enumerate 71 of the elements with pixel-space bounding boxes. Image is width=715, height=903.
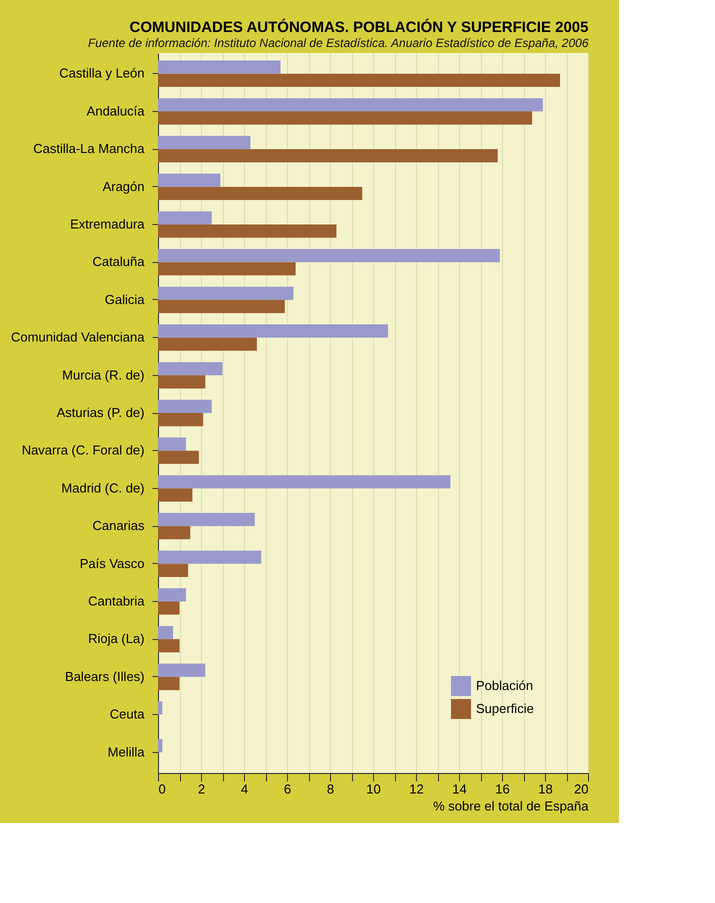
bar (158, 664, 206, 677)
bar (158, 262, 296, 276)
y-tick-label: Extremadura (70, 216, 146, 232)
bar (158, 338, 257, 351)
bar (158, 564, 188, 577)
y-tick-label: Ceuta (110, 706, 146, 722)
y-tick-label: Murcia (R. de) (62, 367, 144, 382)
bar (158, 550, 262, 564)
bar (158, 626, 174, 640)
bar (158, 60, 281, 74)
bar (158, 701, 162, 715)
x-tick-label: 4 (240, 782, 248, 796)
bar (158, 211, 212, 225)
bar (158, 639, 180, 652)
bar (158, 413, 204, 426)
x-axis-title: % sobre el total de España (433, 798, 590, 814)
bar (158, 136, 250, 150)
bar (158, 224, 336, 238)
x-tick-label: 10 (366, 782, 381, 796)
y-tick-label: Cantabria (88, 593, 146, 608)
bar (158, 98, 543, 112)
y-tick-label: Castilla-La Mancha (33, 141, 146, 156)
y-tick-label: Navarra (C. Foral de) (22, 442, 144, 458)
bar (158, 362, 222, 376)
legend-label: Población (476, 678, 534, 693)
chart-title: COMUNIDADES AUTÓNOMAS. POBLACIÓN Y SUPERFICIE 2005 (130, 18, 588, 36)
x-tick-label: 18 (538, 782, 553, 796)
bar (158, 186, 362, 200)
y-tick-label: Galicia (104, 292, 146, 307)
y-tick-label: Madrid (C. de) (61, 480, 144, 496)
y-tick-label: Canarias (92, 518, 145, 534)
y-tick-label: Comunidad Valenciana (11, 330, 146, 345)
y-tick-label: Cataluña (92, 254, 146, 270)
bar (158, 512, 255, 526)
y-tick-label: País Vasco (80, 556, 144, 571)
y-tick-label: Andalucía (86, 103, 146, 118)
bar (158, 475, 450, 488)
chart-subtitle: Fuente de información: Instituto Nacional de Estadística. Anuario Estadístico de España, 2006 (88, 36, 589, 50)
bar (158, 601, 180, 615)
bar (158, 174, 220, 187)
x-tick-label: 2 (198, 782, 206, 796)
y-tick-label: Balears (Illes) (65, 668, 144, 684)
x-tick-label: 8 (326, 782, 334, 796)
bar (158, 588, 186, 602)
x-tick-label: 6 (284, 782, 292, 796)
x-tick-label: 0 (158, 782, 166, 796)
bar (158, 286, 294, 300)
bar (158, 438, 186, 451)
bar (158, 526, 190, 540)
x-tick-label: 14 (452, 782, 467, 796)
y-tick-label: Aragón (102, 178, 144, 194)
bar (158, 74, 560, 87)
bar (158, 400, 212, 413)
y-tick-label: Melilla (108, 744, 146, 760)
bar (158, 111, 532, 125)
legend-label: Superficie (476, 701, 534, 716)
y-tick-label: Castilla y León (59, 66, 144, 81)
bar (158, 739, 162, 752)
bar (158, 300, 285, 314)
bar (158, 450, 199, 464)
bar (158, 149, 498, 162)
bar (158, 249, 500, 262)
y-tick-label: Asturias (P. de) (56, 405, 144, 420)
y-tick-label: Rioja (La) (88, 631, 144, 646)
bar (158, 488, 192, 502)
x-tick-label: 12 (409, 782, 424, 796)
bar (158, 375, 206, 388)
x-tick-label: 16 (495, 782, 510, 796)
x-tick-label: 20 (574, 782, 588, 796)
bar (158, 676, 180, 690)
bar (158, 324, 388, 338)
